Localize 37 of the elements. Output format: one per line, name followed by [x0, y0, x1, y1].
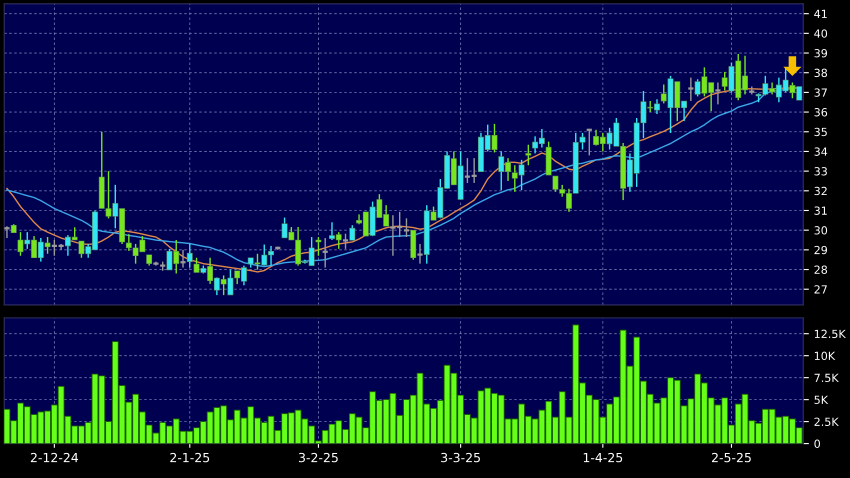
candlestick	[322, 237, 329, 268]
x-tick-label: 3-3-25	[441, 452, 480, 462]
x-tick-label: 2-5-25	[712, 452, 751, 462]
y-tick-label: 7.5K	[814, 374, 839, 382]
y-tick-label: 0	[814, 440, 820, 448]
candlestick	[179, 249, 187, 268]
candlestick	[159, 260, 166, 272]
y-tick-label: 35	[814, 128, 827, 136]
y-tick-label: 28	[814, 266, 828, 274]
x-tick-label: 1-4-25	[584, 452, 622, 462]
x-tick-label: 2-12-24	[30, 452, 78, 462]
candlestick	[349, 224, 356, 242]
candlestick	[316, 236, 322, 256]
y-tick-label: 30	[814, 226, 828, 235]
candlestick	[525, 144, 532, 166]
y-tick-label: 40	[814, 29, 828, 38]
y-tick-label: 41	[814, 10, 827, 18]
y-tick-label: 32	[814, 186, 827, 196]
y-tick-label: 34	[814, 147, 828, 156]
x-tick-label: 2-1-25	[170, 452, 210, 462]
y-tick-label: 2.5K	[814, 418, 839, 426]
candlestick	[186, 243, 193, 268]
y-tick-label: 29	[814, 246, 828, 254]
y-tick-label: 12.5K	[814, 330, 846, 338]
y-tick-label: 31	[814, 206, 827, 215]
y-tick-label: 39	[814, 49, 828, 58]
y-tick-label: 5K	[814, 396, 828, 404]
y-tick-label: 38	[814, 68, 828, 78]
candlestick	[586, 128, 593, 156]
y-tick-label: 36	[814, 108, 828, 116]
y-tick-label: 27	[814, 285, 827, 294]
candlestick	[146, 254, 152, 266]
candlestick	[4, 226, 11, 239]
x-tick-label: 3-2-25	[298, 452, 338, 462]
y-tick-label: 33	[814, 167, 827, 176]
y-tick-label: 10K	[814, 352, 836, 360]
y-tick-label: 37	[814, 88, 827, 97]
